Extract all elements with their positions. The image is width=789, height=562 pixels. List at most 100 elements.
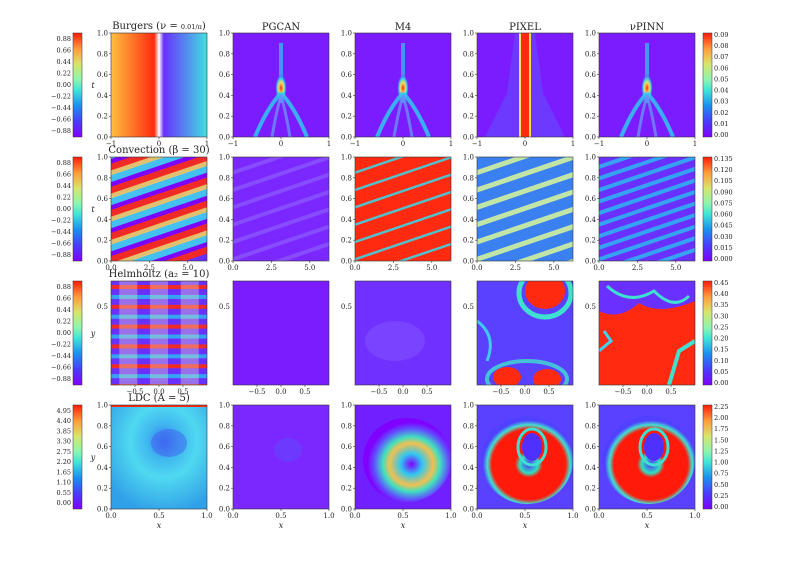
x-axis-label: x: [645, 521, 650, 530]
stripe: [599, 157, 669, 181]
y-tick-label: 0.2: [219, 237, 230, 245]
stripe: [111, 157, 151, 171]
colorbar-left-tick: −0.88: [51, 251, 71, 259]
colorbar-right: [702, 280, 713, 386]
y-tick-label: 0.8: [97, 422, 108, 430]
heatmap-cell: [111, 33, 207, 137]
y-tick-label: 0.8: [341, 50, 352, 58]
y-tick-label: 0.0: [585, 258, 596, 266]
y-axis-label: t: [91, 81, 95, 90]
error-blob: [274, 438, 302, 462]
stripe: [111, 188, 207, 229]
column-title: νPINN: [630, 22, 665, 33]
error-feature: [253, 43, 309, 137]
x-tick-label: 0.5: [421, 388, 432, 396]
panel-frame: [598, 156, 696, 262]
x-tick-label: −1: [350, 140, 360, 148]
y-tick-label: 1.0: [463, 154, 474, 162]
helmholtz-band: [111, 285, 207, 289]
x-tick-label: 0.0: [349, 264, 360, 272]
y-tick-label: 0.0: [341, 506, 352, 514]
stripe-group: [233, 157, 329, 261]
colorbar-left-tick: 4.95: [57, 407, 71, 415]
stripe: [599, 224, 695, 261]
error-branch: [253, 91, 283, 137]
x-tick-label: 0.0: [641, 388, 652, 396]
colorbar-right-tick: 0.01: [714, 120, 728, 128]
x-tick-label: −0.5: [249, 388, 266, 396]
x-tick-label: 0.5: [543, 388, 554, 396]
x-axis-label: x: [279, 521, 284, 530]
y-tick-label: 0.6: [585, 443, 597, 451]
colorbar-right-tick: 0.05: [714, 368, 728, 376]
error-branch: [279, 91, 309, 137]
stripe: [599, 157, 695, 193]
stripe: [111, 157, 165, 176]
x-tick-label: 5.0: [670, 264, 681, 272]
y-axis-label: t: [91, 205, 95, 214]
y-tick-label: 0.0: [219, 134, 230, 142]
stripe: [163, 246, 207, 261]
colorbar-left-tick: 0.55: [57, 489, 71, 497]
column-title: PGCAN: [262, 22, 301, 33]
y-tick-label: 0.2: [97, 113, 108, 121]
heatmap-panel: [355, 33, 451, 137]
x-tick-label: 0.0: [349, 512, 360, 520]
colorbar-left-tick: 0.44: [57, 182, 71, 190]
row-title-part: Convection (: [108, 145, 172, 156]
colorbar-left-tick: −0.22: [51, 217, 71, 225]
heatmap-panel: [233, 157, 329, 261]
y-tick-label: 0.8: [463, 422, 474, 430]
panel-frame: [476, 156, 574, 262]
error-spike: [279, 43, 283, 103]
colorbar-right-tick: 2.00: [714, 414, 728, 422]
colorbar-right-tick: 0.060: [714, 211, 733, 219]
error-blob: [365, 321, 425, 361]
error-feature: [485, 33, 565, 137]
x-tick-label: 0: [523, 140, 527, 148]
colorbar-right-tick: 0.045: [714, 222, 733, 230]
colorbar-left-tick: 0.44: [57, 306, 71, 314]
error-branch: [270, 94, 283, 137]
error-feature: [375, 43, 431, 137]
heatmap-panel: [355, 157, 451, 261]
colorbar-right-tick: 0.03: [714, 98, 728, 106]
y-tick-label: 0.5: [341, 303, 352, 311]
helmholtz-band: [111, 364, 207, 369]
x-tick-label: 0.0: [105, 512, 116, 520]
helmholtz-band: [111, 354, 207, 359]
x-axis-label: x: [157, 521, 162, 530]
y-tick-label: 0.8: [219, 50, 230, 58]
y-tick-label: 1.0: [341, 154, 352, 162]
colorbar-right-tick: 0.090: [714, 188, 733, 196]
y-tick-label: 0.6: [463, 71, 475, 79]
y-tick-label: 0.2: [463, 237, 474, 245]
error-edge: [519, 33, 521, 137]
row-title: Convection (β = 30): [108, 145, 209, 156]
x-tick-label: 0.5: [153, 512, 164, 520]
colorbar-left-tick: 1.65: [57, 468, 71, 476]
y-tick-label: 0.4: [97, 216, 109, 224]
row-title-part: ): [186, 393, 190, 404]
y-tick-label: 0.0: [219, 258, 230, 266]
colorbar-right-tick: 1.75: [714, 425, 728, 433]
y-tick-label: 0.2: [341, 113, 352, 121]
y-tick-label: 0.0: [219, 506, 230, 514]
y-tick-label: 0.5: [97, 303, 108, 311]
error-ring: [485, 359, 569, 385]
stripe-group: [355, 157, 451, 261]
panel-frame: [232, 156, 330, 262]
colorbar-right-tick: 0.25: [714, 323, 728, 331]
colorbar-right-tick: 0.50: [714, 481, 728, 489]
stripe: [599, 166, 695, 204]
colorbar-left-tick: −0.22: [51, 93, 71, 101]
x-tick-label: 1.0: [323, 512, 334, 520]
x-tick-label: 1: [693, 140, 697, 148]
y-tick-label: 0.6: [97, 195, 109, 203]
stripe: [111, 165, 207, 206]
y-tick-label: 0.2: [585, 237, 596, 245]
y-tick-label: 0.2: [97, 237, 108, 245]
error-streak: [599, 330, 614, 353]
colorbar-right-tick: 0.105: [714, 177, 733, 185]
x-tick-label: −0.5: [615, 388, 632, 396]
